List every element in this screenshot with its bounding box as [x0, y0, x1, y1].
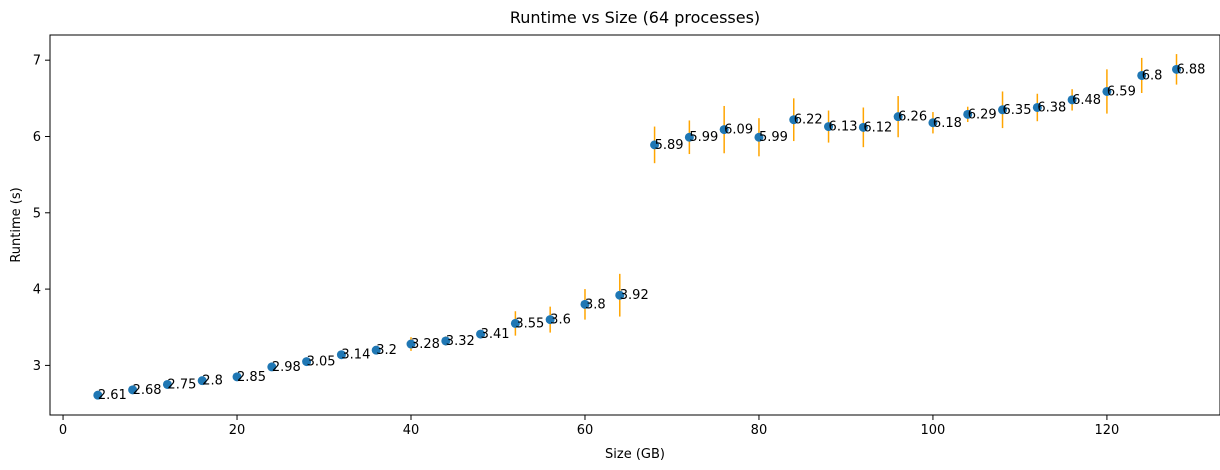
data-point: [545, 315, 555, 325]
data-label: 3.6: [550, 313, 571, 328]
data-label: 2.61: [98, 388, 127, 403]
data-point: [754, 132, 764, 142]
data-point: [824, 122, 834, 132]
data-point: [232, 372, 242, 382]
y-tick-label: 4: [33, 283, 41, 298]
data-point: [441, 336, 451, 346]
data-label: 6.59: [1107, 84, 1136, 99]
data-point: [476, 329, 486, 339]
data-point: [510, 318, 520, 328]
data-label: 6.18: [933, 116, 962, 131]
data-point: [928, 118, 938, 128]
data-label: 6.35: [1003, 103, 1032, 118]
data-point: [580, 299, 590, 309]
data-point: [197, 376, 207, 386]
data-label: 6.38: [1037, 100, 1066, 115]
data-label: 5.99: [759, 130, 788, 145]
data-point: [267, 362, 277, 372]
data-label: 3.55: [515, 316, 544, 331]
data-point: [789, 115, 799, 125]
plot-content: 2.61 2.68 2.75 2.8 2.85 2.98 3.05 3.14 3.2 3.28 3.…: [93, 54, 1205, 403]
data-label: 3.05: [307, 355, 336, 370]
data-point: [1172, 64, 1182, 74]
axis-ticks: 0 20 40 60 80 100 120 3 4 5 6 7: [33, 54, 1120, 438]
x-tick-label: 100: [921, 423, 946, 438]
data-point: [1102, 86, 1112, 96]
data-label: 6.8: [1142, 68, 1163, 83]
x-tick-label: 80: [751, 423, 768, 438]
data-point: [302, 357, 312, 367]
data-label: 2.85: [237, 370, 266, 385]
data-label: 2.98: [272, 360, 301, 375]
data-label: 2.68: [133, 383, 162, 398]
x-tick-label: 20: [229, 423, 246, 438]
data-point: [650, 140, 660, 150]
x-axis-label: Size (GB): [605, 447, 665, 462]
x-tick-label: 40: [403, 423, 420, 438]
data-label: 6.12: [863, 120, 892, 135]
x-tick-label: 60: [577, 423, 594, 438]
data-label: 2.75: [167, 377, 196, 392]
data-label: 3.41: [481, 327, 510, 342]
data-label: 5.89: [655, 138, 684, 153]
data-label: 6.88: [1177, 62, 1206, 77]
y-tick-label: 7: [33, 54, 41, 69]
data-label: 6.09: [724, 123, 753, 138]
data-point: [162, 379, 172, 389]
data-label: 5.99: [689, 130, 718, 145]
data-label: 3.32: [446, 334, 475, 349]
data-point: [998, 105, 1008, 115]
data-label: 6.26: [898, 110, 927, 125]
data-point: [1137, 70, 1147, 80]
y-axis-label: Runtime (s): [9, 187, 24, 262]
y-tick-label: 3: [33, 359, 41, 374]
data-label: 3.28: [411, 337, 440, 352]
data-label: 2.8: [202, 374, 223, 389]
x-tick-label: 120: [1095, 423, 1120, 438]
data-point: [858, 122, 868, 132]
data-point: [336, 350, 346, 360]
data-point: [615, 290, 625, 300]
x-tick-label: 0: [59, 423, 67, 438]
data-point: [371, 345, 381, 355]
data-label: 3.14: [341, 348, 370, 363]
data-point: [128, 385, 138, 395]
data-label: 6.29: [968, 107, 997, 122]
data-point: [963, 109, 973, 119]
data-point: [1067, 95, 1077, 105]
data-point: [406, 339, 416, 349]
data-point: [893, 112, 903, 122]
data-label: 3.92: [620, 288, 649, 303]
data-point: [93, 390, 103, 400]
y-tick-label: 5: [33, 206, 41, 221]
data-label: 6.13: [829, 120, 858, 135]
y-tick-label: 6: [33, 130, 41, 145]
chart-title: Runtime vs Size (64 processes): [510, 8, 760, 27]
data-label: 3.8: [585, 297, 606, 312]
data-point: [1032, 102, 1042, 112]
data-point: [719, 125, 729, 135]
data-label: 6.22: [794, 113, 823, 128]
plot-frame: [49, 34, 1220, 416]
data-point: [684, 132, 694, 142]
data-label: 6.48: [1072, 93, 1101, 108]
data-label: 3.2: [376, 343, 397, 358]
